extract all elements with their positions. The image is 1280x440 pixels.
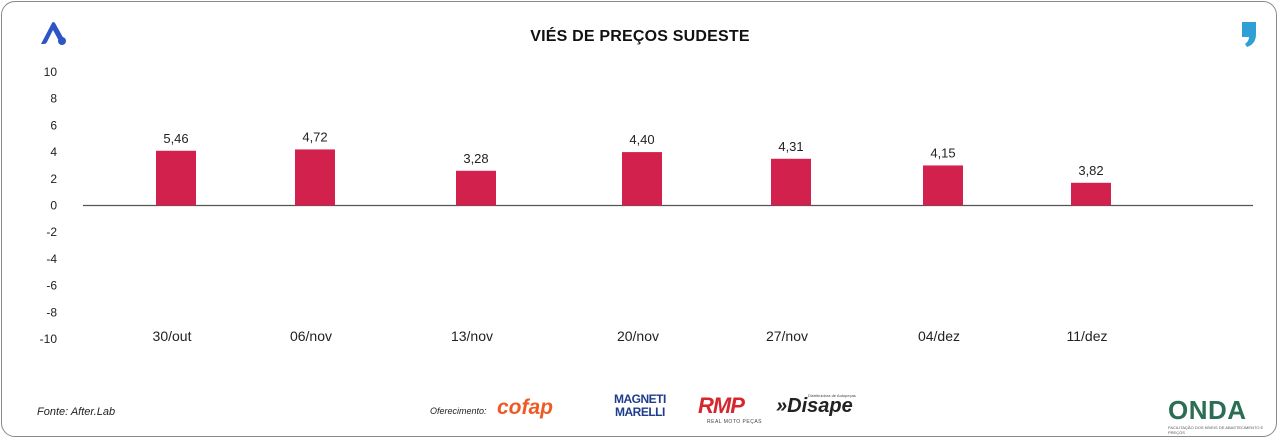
bar-27/nov <box>771 158 811 206</box>
x-tick-label: 13/nov <box>451 328 493 344</box>
x-tick-label: 27/nov <box>766 328 808 344</box>
magneti-marelli-logo: MAGNETI MARELLI <box>614 393 666 419</box>
y-tick-label: 8 <box>50 92 57 106</box>
y-tick-label: 6 <box>50 118 57 132</box>
sponsor-label: Oferecimento: <box>430 406 487 416</box>
y-tick-label: -6 <box>46 279 57 293</box>
disape-logo: »Disape <box>776 395 853 417</box>
source-note: Fonte: After.Lab <box>37 406 116 418</box>
y-tick-label: 10 <box>44 65 58 79</box>
onda-logo-subtitle: FACILITAÇÃO DOS NÍVEIS DE ABASTECIMENTO … <box>1168 425 1264 435</box>
bar-20/nov <box>622 152 662 206</box>
bar-06/nov <box>295 149 335 206</box>
x-tick-label: 06/nov <box>290 328 332 344</box>
y-tick-label: -10 <box>40 332 58 346</box>
y-tick-label: -2 <box>46 225 57 239</box>
bar-13/nov <box>456 170 496 206</box>
data-label: 4,15 <box>930 145 955 160</box>
y-tick-label: 2 <box>50 172 57 186</box>
x-tick-label: 30/out <box>153 328 192 344</box>
y-tick-label: -4 <box>46 252 57 266</box>
disape-logo-subtitle: Distribuidora de Autopeças <box>808 393 856 398</box>
data-label: 4,72 <box>302 129 327 144</box>
comma-logo-icon <box>1242 22 1256 47</box>
chart-title: VIÉS DE PREÇOS SUDESTE <box>530 28 750 45</box>
magneti-logo-bottom: MARELLI <box>615 405 665 419</box>
rmp-logo-subtitle: REAL MOTO PEÇAS <box>707 419 763 425</box>
x-tick-label: 04/dez <box>918 328 960 344</box>
rmp-logo: RMP <box>698 393 745 418</box>
magneti-logo-top: MAGNETI <box>614 392 666 406</box>
x-tick-label: 20/nov <box>617 328 659 344</box>
onda-logo: ONDA <box>1168 395 1247 425</box>
a-shape-logo-icon <box>41 22 66 45</box>
bar-04/dez <box>923 165 963 206</box>
x-tick-label: 11/dez <box>1067 328 1108 344</box>
data-label: 3,28 <box>463 151 488 166</box>
y-tick-label: 0 <box>50 199 57 213</box>
bar-30/out <box>156 150 196 206</box>
y-tick-label: 4 <box>50 145 57 159</box>
data-label: 4,40 <box>629 132 654 147</box>
data-label: 5,46 <box>163 131 188 146</box>
data-label: 3,82 <box>1078 163 1103 178</box>
y-tick-label: -8 <box>46 305 57 319</box>
bar-11/dez <box>1071 182 1111 206</box>
data-label: 4,31 <box>778 139 803 154</box>
cofap-logo: cofap <box>497 396 554 419</box>
